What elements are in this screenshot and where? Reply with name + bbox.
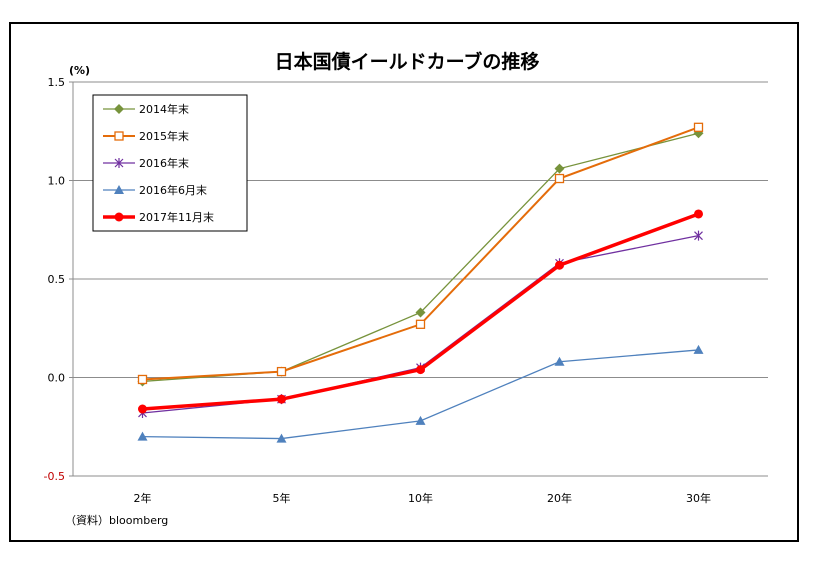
data-point (694, 209, 703, 219)
y-axis-unit: (%) (69, 64, 90, 77)
y-tick-labels: 1.5 1.0 0.5 0.0 -0.5 (44, 76, 65, 483)
x-tick-label: 10年 (408, 491, 433, 505)
series-group (137, 122, 704, 443)
chart-frame: 1.5 1.0 0.5 0.0 -0.5 2年 5年 10年 20年 30年 日本国債イールドカ… (9, 22, 799, 542)
data-point (415, 307, 426, 318)
legend-marker (114, 131, 124, 141)
data-point (137, 374, 148, 385)
legend-marker (114, 158, 124, 168)
legend-label: 2015年末 (139, 129, 189, 143)
legend-label: 2017年11月末 (139, 210, 214, 224)
y-tick-label: 0.5 (48, 273, 66, 286)
legend-marker (114, 185, 124, 194)
data-point (693, 122, 704, 132)
source-note: （資料）bloomberg (65, 513, 168, 527)
data-point (693, 344, 704, 354)
x-tick-label: 20年 (547, 491, 572, 505)
data-point (276, 433, 287, 443)
legend-label: 2014年末 (139, 102, 189, 116)
data-point (415, 415, 426, 425)
yield-curve-chart: 1.5 1.0 0.5 0.0 -0.5 2年 5年 10年 20年 30年 日本国債イールドカ… (44, 50, 768, 527)
y-tick-label: -0.5 (44, 470, 65, 483)
data-point (137, 431, 148, 441)
x-tick-labels: 2年 5年 10年 20年 30年 (134, 491, 712, 505)
data-point (416, 365, 425, 375)
series-5 (138, 209, 703, 414)
data-point (694, 230, 703, 241)
data-point (554, 163, 565, 174)
y-tick-label: 1.5 (48, 76, 66, 89)
data-point (138, 404, 147, 414)
legend-label: 2016年6月末 (139, 183, 207, 197)
y-tick-label: 1.0 (48, 175, 66, 188)
x-tick-label: 30年 (686, 491, 711, 505)
y-tick-label: 0.0 (48, 372, 66, 385)
data-point (415, 319, 426, 329)
legend-label: 2016年末 (139, 156, 189, 170)
series-4 (137, 344, 704, 443)
series-2 (137, 122, 704, 385)
legend-marker (114, 104, 124, 114)
data-point (554, 173, 565, 184)
data-point (555, 260, 564, 270)
x-tick-label: 2年 (134, 491, 152, 505)
data-point (554, 356, 565, 366)
legend-marker (114, 212, 124, 222)
x-tick-label: 5年 (273, 491, 291, 505)
data-point (276, 366, 287, 377)
legend: 2014年末 2015年末 2016年末 2016年6月末 2017年11月末 (92, 94, 248, 232)
data-point (277, 394, 286, 404)
chart-title: 日本国債イールドカーブの推移 (275, 50, 540, 73)
